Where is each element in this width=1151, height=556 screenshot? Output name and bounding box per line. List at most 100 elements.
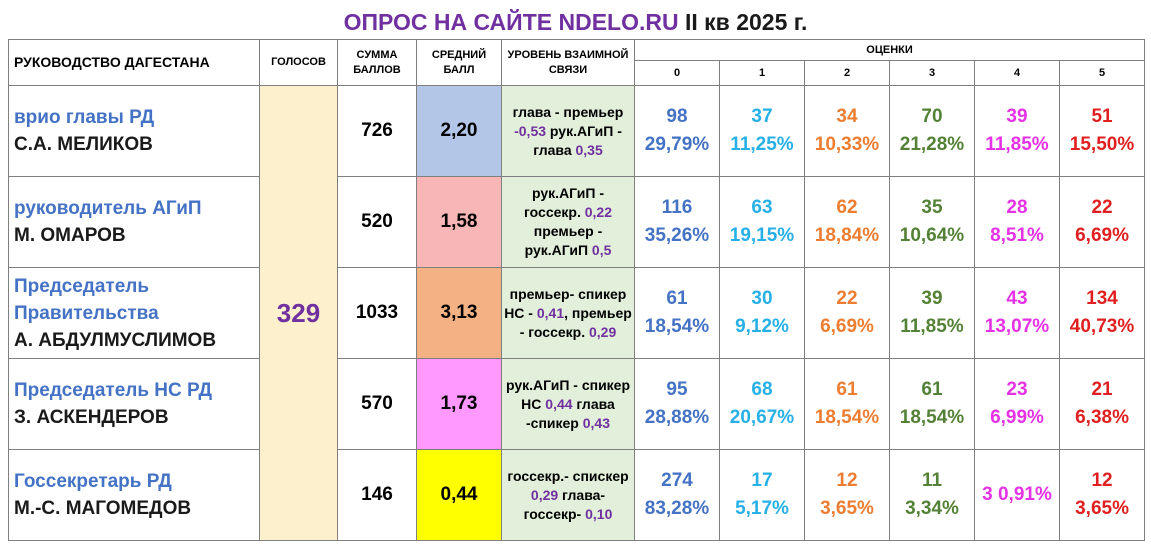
relation-value: 0,35 [575,141,603,158]
header-leaders: РУКОВОДСТВО ДАГЕСТАНА [8,39,260,86]
leader-row: Госсекретарь РД М.-С. МАГОМЕДОВ 146 0,44 гос… [8,449,1146,541]
title-main: ОПРОС НА САЙТЕ NDELO.RU [343,9,679,35]
score-cell-3: 70 21,28% [889,85,975,177]
score-cell-1: 68 20,67% [719,358,805,450]
relation-text: премьер- спикер НС - [504,285,627,321]
score-header-0: 0 [634,60,720,86]
avg-cell: 0,44 [416,449,502,541]
score-count: 70 [921,106,943,127]
score-percent: 35,26% [644,225,710,246]
leader-cell: врио главы РД С.А. МЕЛИКОВ [8,85,260,177]
score-header-5: 5 [1058,60,1146,86]
score-cell-3: 61 18,54% [889,358,975,450]
relation-value: 0,43 [582,414,610,431]
score-count: 68 [751,379,773,400]
relation-text: глава - премьер [512,103,624,120]
header-votes: ГОЛОСОВ [259,39,338,86]
score-percent: 40,73% [1069,316,1135,337]
sum-cell: 726 [337,85,417,177]
score-count: 3 0,91% [982,484,1052,505]
leader-row: Председатель Правительства А. АБДУЛМУСЛИМ… [8,267,1146,359]
score-count: 22 [836,288,858,309]
relation-text: рук.АГиП - госсекр. [524,185,604,220]
score-count: 39 [921,288,943,309]
score-count: 95 [666,379,688,400]
score-percent: 18,54% [814,407,880,428]
score-cell-0: 61 18,54% [634,267,720,359]
header-scores-row: 0 1 2 3 4 5 [9,60,1146,86]
header-relation: УРОВЕНЬ ВЗАИМНОЙ СВЯЗИ [501,39,635,86]
score-count: 28 [1006,197,1028,218]
sum-cell: 520 [337,176,417,268]
relation-value: 0,29 [589,323,617,340]
score-count: 116 [661,197,693,218]
score-count: 62 [836,197,858,218]
leader-row: Председатель НС РД З. АСКЕНДЕРОВ 570 1,73 ру… [8,358,1146,450]
score-header-1: 1 [719,60,805,86]
header-row: РУКОВОДСТВО ДАГЕСТАНА ГОЛОСОВ СУММА БАЛЛ… [8,39,1146,86]
score-count: 63 [751,197,773,218]
score-cell-3: 11 3,34% [889,449,975,541]
avg-cell: 1,73 [416,358,502,450]
score-count: 11 [921,470,943,491]
score-cell-3: 35 10,64% [889,176,975,268]
score-percent: 8,51% [990,225,1044,246]
score-cell-0: 274 83,28% [634,449,720,541]
score-percent: 9,12% [735,316,789,337]
avg-cell: 1,58 [416,176,502,268]
header-avg: СРЕДНИЙ БАЛЛ [416,39,502,86]
score-cell-1: 37 11,25% [719,85,805,177]
score-count: 61 [921,379,943,400]
score-percent: 19,15% [729,225,795,246]
leader-name: А. АБДУЛМУСЛИМОВ [14,329,217,351]
score-percent: 83,28% [644,498,710,519]
sum-cell: 146 [337,449,417,541]
score-percent: 28,88% [644,407,710,428]
score-percent: 11,25% [730,134,794,155]
score-count: 30 [751,288,773,309]
score-percent: 10,64% [899,225,965,246]
score-header-4: 4 [974,60,1060,86]
score-percent: 15,50% [1069,134,1135,155]
score-percent: 18,54% [899,407,965,428]
score-count: 23 [1006,379,1028,400]
relation-text: глава -спикер [526,395,615,431]
relation-value: 0,29 [530,486,559,503]
score-count: 51 [1091,106,1113,127]
score-cell-5: 21 6,38% [1058,358,1146,450]
score-count: 17 [751,470,773,491]
header-scores-title: ОЦЕНКИ [633,39,1146,61]
relation-value: 0,22 [584,204,612,220]
score-count: 22 [1091,197,1113,218]
score-percent: 21,28% [899,134,965,155]
leader-name: М.-С. МАГОМЕДОВ [14,498,192,519]
relation-text: госсекр.- спискер [507,467,629,484]
relation-text: рук.АГиП - глава [533,122,622,158]
relation-value: 0,44 [545,395,573,412]
relation-cell: госсекр.- спискер 0,29 глава-госсекр- 0,… [501,449,635,541]
score-cell-0: 98 29,79% [634,85,720,177]
total-votes: 329 [259,85,338,541]
score-count: 35 [921,197,943,218]
ratings-table: РУКОВОДСТВО ДАГЕСТАНА ГОЛОСОВ СУММА БАЛЛ… [8,39,1146,541]
relation-value: 0,41 [536,304,565,321]
score-cell-5: 12 3,65% [1058,449,1146,541]
relation-cell: рук.АГиП - госсекр. 0,22 премьер - рук.А… [501,176,635,268]
avg-cell: 3,13 [416,267,502,359]
score-count: 61 [836,379,858,400]
score-percent: 29,79% [644,134,710,155]
score-cell-5: 51 15,50% [1058,85,1146,177]
score-percent: 6,38% [1075,407,1129,428]
score-count: 274 [661,470,693,491]
leader-cell: Председатель Правительства А. АБДУЛМУСЛИМ… [8,267,260,359]
sum-cell: 570 [337,358,417,450]
leader-role: Председатель НС РД [14,380,213,401]
score-count: 39 [1006,106,1028,127]
leader-role: Госсекретарь РД [14,471,172,492]
score-cell-4: 28 8,51% [974,176,1060,268]
relation-value: 0,10 [585,505,613,522]
score-cell-5: 22 6,69% [1058,176,1146,268]
score-cell-3: 39 11,85% [889,267,975,359]
score-cell-2: 22 6,69% [804,267,890,359]
score-percent: 13,07% [984,316,1050,337]
